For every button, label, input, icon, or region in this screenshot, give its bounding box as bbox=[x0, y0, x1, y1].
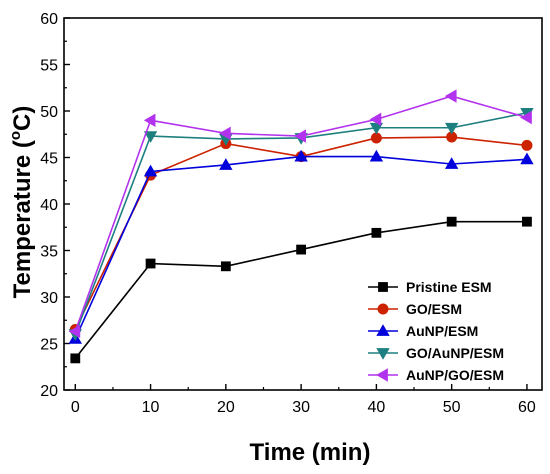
legend-marker-1 bbox=[377, 303, 389, 315]
y-tick-label: 60 bbox=[40, 11, 58, 28]
y-axis-label-suffix: C) bbox=[9, 106, 36, 131]
data-point-2 bbox=[143, 164, 158, 177]
plot-area: 0 10 20 30 40 50 60 20 25 30 35 40 45 50 55 60 Pristine … bbox=[40, 11, 543, 416]
legend-marker-2 bbox=[376, 324, 390, 336]
legend-label-1: GO/ESM bbox=[406, 301, 462, 317]
legend-label-0: Pristine ESM bbox=[406, 279, 492, 295]
data-point-4 bbox=[444, 89, 457, 103]
data-point-2 bbox=[520, 152, 534, 165]
x-tick-label: 20 bbox=[217, 399, 235, 416]
y-axis-label: Temperature (oC) bbox=[7, 106, 36, 299]
data-point-3 bbox=[444, 122, 459, 135]
data-point-0 bbox=[145, 258, 156, 269]
y-tick-label: 55 bbox=[40, 58, 58, 75]
y-tick-label: 40 bbox=[40, 197, 58, 214]
data-point-4 bbox=[143, 113, 156, 127]
y-tick-label: 30 bbox=[40, 290, 58, 307]
x-tick-label: 30 bbox=[292, 399, 310, 416]
y-tick-label: 25 bbox=[40, 337, 58, 354]
legend-marker-0 bbox=[378, 282, 388, 292]
y-tick-label: 50 bbox=[40, 104, 58, 121]
data-point-2 bbox=[369, 149, 384, 162]
x-tick-label: 60 bbox=[518, 399, 536, 416]
data-point-1 bbox=[521, 139, 533, 151]
y-axis-label-prefix: Temperature ( bbox=[9, 140, 36, 298]
legend-label-2: AuNP/ESM bbox=[406, 323, 478, 339]
data-point-4 bbox=[219, 126, 231, 141]
series-line-4 bbox=[74, 95, 528, 332]
y-tick-label: 45 bbox=[40, 151, 58, 168]
data-point-4 bbox=[68, 324, 81, 339]
y-tick-label: 20 bbox=[40, 383, 58, 400]
data-point-2 bbox=[444, 157, 459, 169]
data-point-4 bbox=[369, 112, 382, 127]
data-point-0 bbox=[70, 353, 81, 364]
y-axis-label-superscript: o bbox=[7, 131, 24, 140]
legend-label-3: GO/AuNP/ESM bbox=[406, 345, 504, 361]
y-tick-label: 35 bbox=[40, 244, 58, 261]
x-axis-label: Time (min) bbox=[250, 439, 371, 466]
data-point-0 bbox=[371, 227, 382, 238]
x-tick-label: 50 bbox=[443, 399, 461, 416]
data-point-0 bbox=[446, 216, 457, 227]
x-tick-label: 0 bbox=[71, 399, 80, 416]
data-point-3 bbox=[143, 131, 158, 143]
data-point-4 bbox=[520, 110, 532, 125]
legend-label-4: AuNP/GO/ESM bbox=[406, 367, 504, 383]
data-point-0 bbox=[220, 261, 231, 272]
legend-marker-4 bbox=[376, 368, 388, 382]
data-point-4 bbox=[294, 129, 307, 143]
x-tick-label: 10 bbox=[142, 399, 160, 416]
data-point-2 bbox=[219, 158, 233, 170]
data-point-0 bbox=[296, 244, 307, 255]
data-point-0 bbox=[522, 216, 532, 227]
x-tick-label: 40 bbox=[367, 399, 385, 416]
data-point-2 bbox=[294, 149, 308, 162]
legend-marker-3 bbox=[376, 348, 390, 360]
